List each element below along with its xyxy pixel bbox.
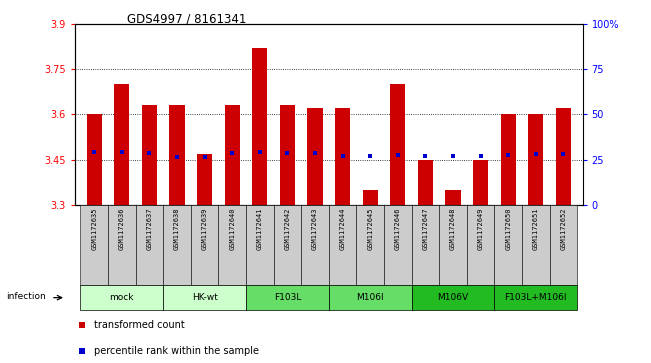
Bar	[218, 205, 246, 285]
Bar	[556, 108, 571, 205]
Bar	[528, 114, 544, 205]
Bar	[356, 205, 384, 285]
Text: GDS4997 / 8161341: GDS4997 / 8161341	[127, 13, 246, 26]
Text: M106I: M106I	[356, 293, 384, 302]
Bar	[252, 48, 268, 205]
Text: GSM1172649: GSM1172649	[478, 208, 484, 250]
Text: GSM1172637: GSM1172637	[146, 208, 152, 250]
Text: transformed count: transformed count	[94, 320, 185, 330]
Bar	[246, 205, 273, 285]
Text: GSM1172651: GSM1172651	[533, 208, 539, 250]
Text: percentile rank within the sample: percentile rank within the sample	[94, 346, 259, 356]
Bar	[135, 205, 163, 285]
Bar	[197, 154, 212, 205]
Text: GSM1172638: GSM1172638	[174, 208, 180, 250]
Text: GSM1172642: GSM1172642	[284, 208, 290, 250]
Bar	[142, 105, 157, 205]
Text: GSM1172636: GSM1172636	[118, 208, 125, 250]
Bar	[307, 108, 322, 205]
Bar	[280, 105, 295, 205]
Bar	[335, 108, 350, 205]
Bar	[445, 190, 460, 205]
Text: GSM1172640: GSM1172640	[229, 208, 235, 250]
Text: M106V: M106V	[437, 293, 469, 302]
Bar	[163, 205, 191, 285]
Text: GSM1172648: GSM1172648	[450, 208, 456, 250]
Bar	[114, 84, 130, 205]
Bar	[169, 105, 185, 205]
Text: F103L+M106I: F103L+M106I	[505, 293, 567, 302]
Bar	[80, 285, 163, 310]
Text: GSM1172645: GSM1172645	[367, 208, 373, 250]
Bar	[246, 285, 329, 310]
Text: GSM1172647: GSM1172647	[422, 208, 428, 250]
Bar	[494, 285, 577, 310]
Bar	[494, 205, 522, 285]
Bar	[522, 205, 549, 285]
Text: GSM1172643: GSM1172643	[312, 208, 318, 250]
Text: infection: infection	[6, 292, 46, 301]
Bar	[301, 205, 329, 285]
Text: GSM1172641: GSM1172641	[256, 208, 263, 250]
Text: F103L: F103L	[273, 293, 301, 302]
Bar	[163, 285, 246, 310]
Bar	[80, 205, 108, 285]
Bar	[549, 205, 577, 285]
Bar	[439, 205, 467, 285]
Bar	[273, 205, 301, 285]
Bar	[108, 205, 135, 285]
Bar	[467, 205, 494, 285]
Text: GSM1172635: GSM1172635	[91, 208, 97, 250]
Text: mock: mock	[109, 293, 134, 302]
Bar	[501, 114, 516, 205]
Bar	[390, 84, 406, 205]
Text: HK-wt: HK-wt	[191, 293, 217, 302]
Text: GSM1172644: GSM1172644	[340, 208, 346, 250]
Bar	[225, 105, 240, 205]
Bar	[384, 205, 411, 285]
Bar	[473, 160, 488, 205]
Text: GSM1172639: GSM1172639	[202, 208, 208, 250]
Bar	[418, 160, 433, 205]
Bar	[411, 205, 439, 285]
Bar	[329, 285, 411, 310]
Text: GSM1172650: GSM1172650	[505, 208, 511, 250]
Bar	[363, 190, 378, 205]
Text: GSM1172646: GSM1172646	[395, 208, 401, 250]
Text: GSM1172652: GSM1172652	[561, 208, 566, 250]
Bar	[411, 285, 494, 310]
Bar	[329, 205, 356, 285]
Bar	[191, 205, 218, 285]
Bar	[87, 114, 102, 205]
